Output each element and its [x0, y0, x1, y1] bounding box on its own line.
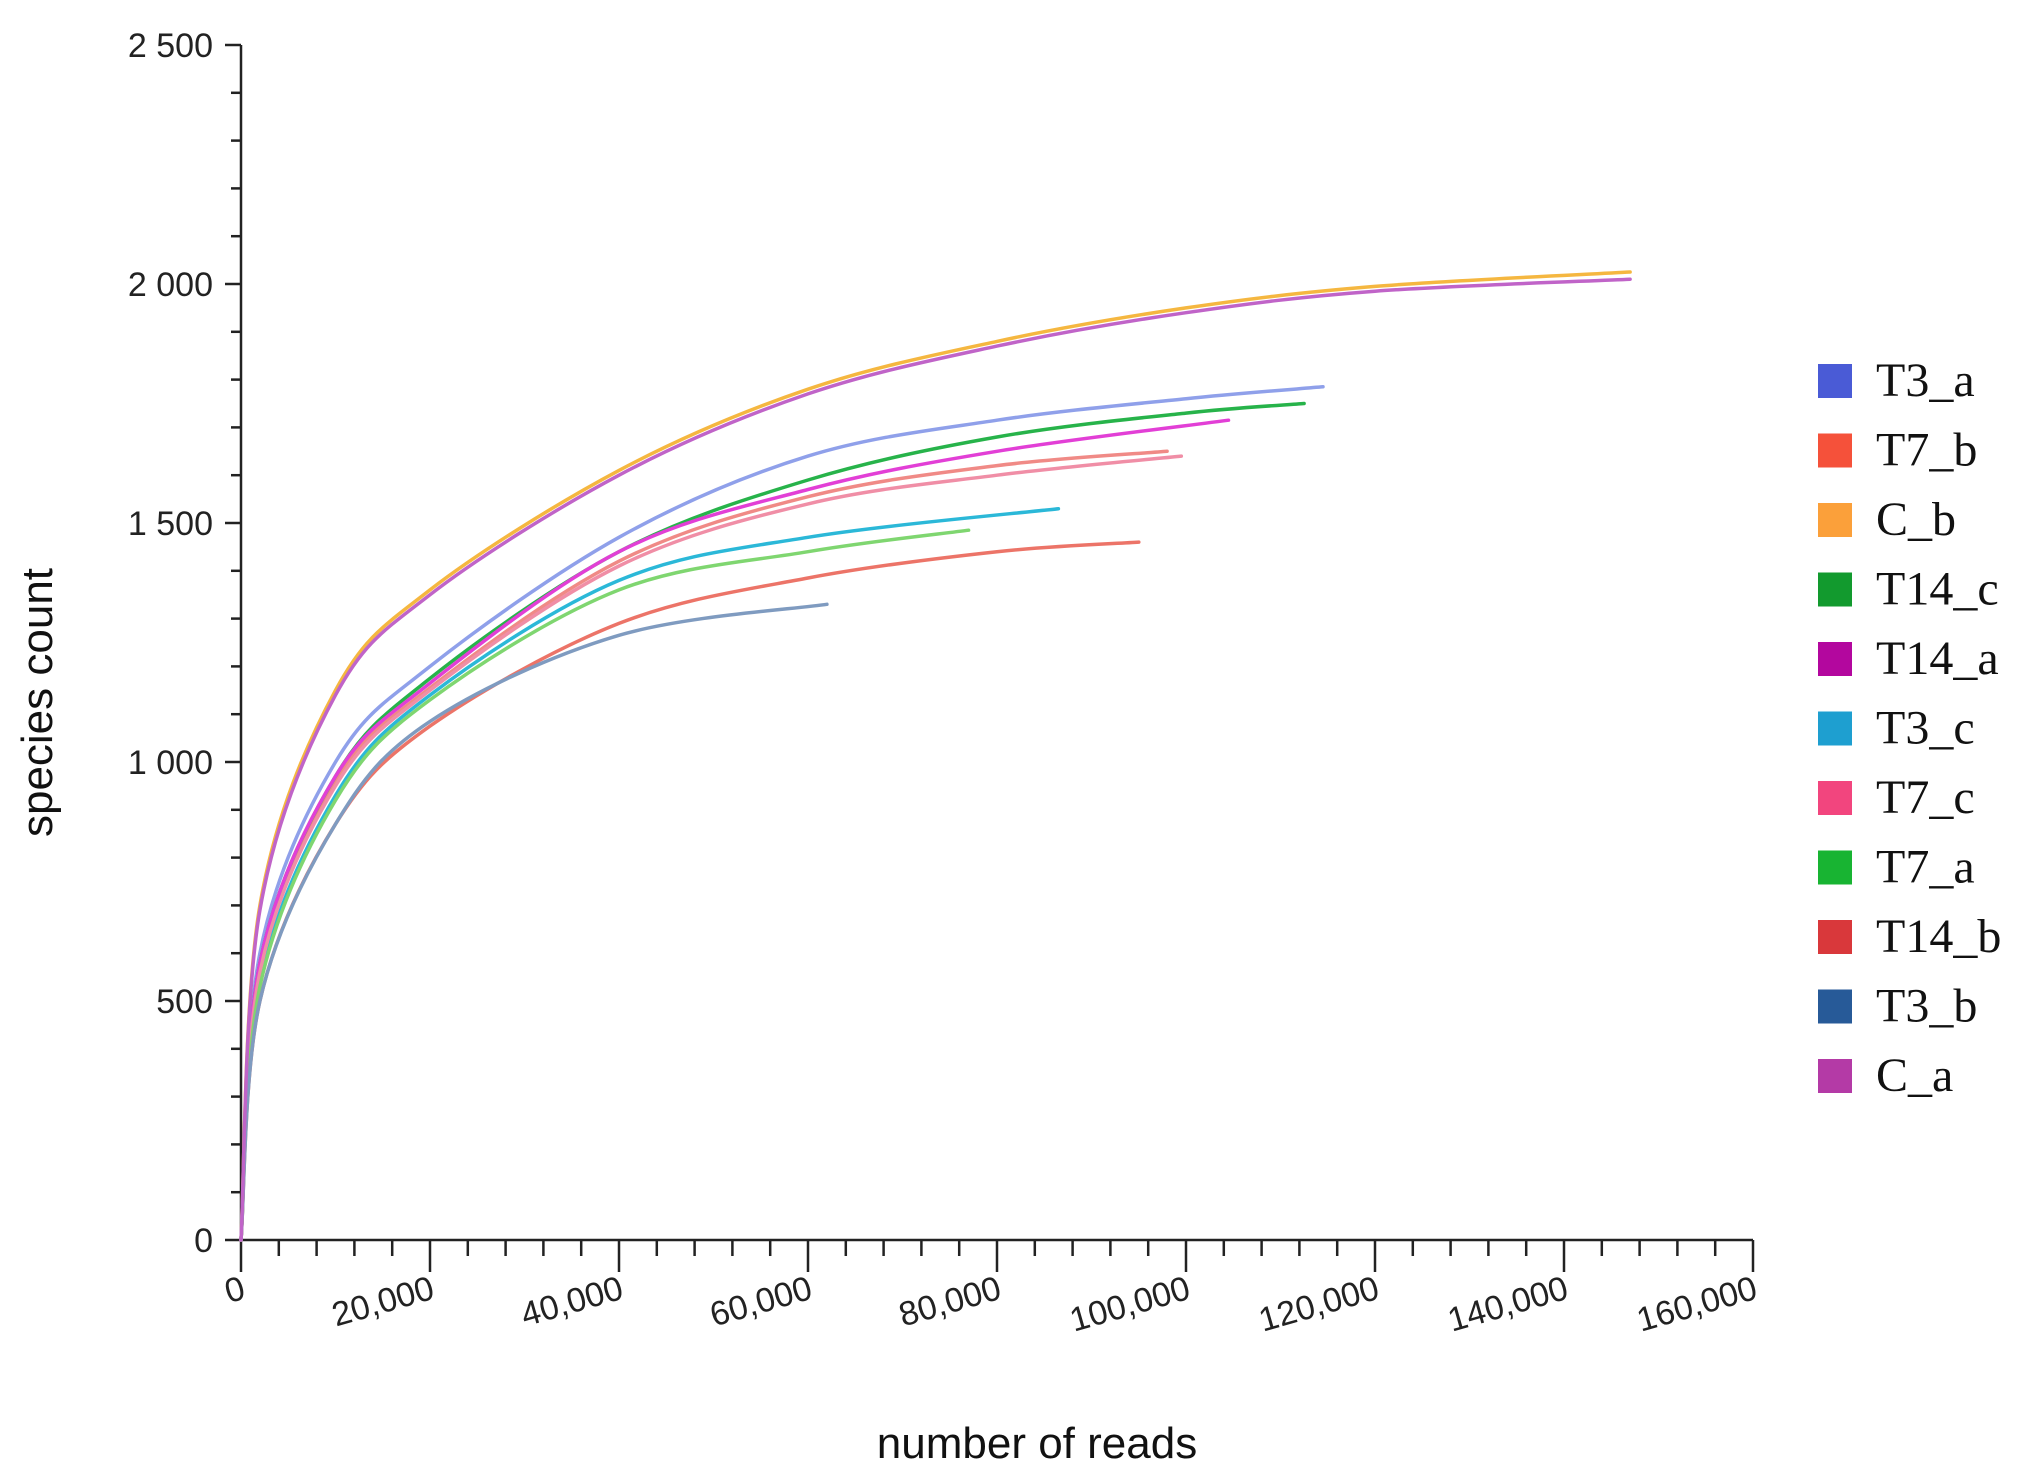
legend-label: T7_b — [1876, 424, 1977, 477]
series-line-t7-a — [239, 528, 971, 1242]
axes: 0 500 1 000 1 500 2 000 2 500 0 20,000 40,000 60,… — [128, 27, 1761, 1340]
x-tick-label: 100,000 — [1066, 1269, 1195, 1339]
legend-label: C_b — [1876, 493, 1956, 546]
legend-swatch — [1818, 1059, 1852, 1093]
legend-label: T3_b — [1876, 980, 1977, 1033]
legend-label: T3_c — [1876, 702, 1975, 755]
series-line-t14-b — [239, 540, 1141, 1242]
series-line-t3-b — [239, 602, 829, 1242]
x-tick-label: 140,000 — [1444, 1269, 1573, 1339]
series-line-t3-a — [239, 385, 1325, 1242]
y-tick-label: 0 — [194, 1222, 213, 1260]
x-tick-label: 80,000 — [895, 1269, 1005, 1334]
series-line-c-b — [239, 270, 1632, 1242]
x-tick-label: 40,000 — [517, 1269, 627, 1334]
x-tick-label: 60,000 — [706, 1269, 816, 1334]
legend-label: T3_a — [1876, 354, 1975, 407]
legend-label: T7_a — [1876, 841, 1975, 894]
y-axis-title: species count — [13, 568, 62, 837]
y-tick-label: 1 500 — [128, 505, 213, 543]
x-tick-label: 120,000 — [1255, 1269, 1384, 1339]
legend-label: T7_c — [1876, 771, 1975, 824]
legend-swatch — [1818, 850, 1852, 885]
y-tick-label: 2 000 — [128, 266, 213, 304]
legend-label: T14_b — [1876, 910, 2001, 963]
x-tick-label: 0 — [221, 1269, 250, 1311]
legend-swatch — [1818, 989, 1852, 1024]
legend-label: C_a — [1876, 1049, 1953, 1102]
series-line-t7-b — [239, 449, 1169, 1242]
y-tick-label: 1 000 — [128, 744, 213, 782]
legend-swatch — [1818, 364, 1852, 398]
y-tick-label: 2 500 — [128, 27, 213, 65]
legend: T3_a T7_b C_b T14_c T14_a T3_c T7_c T7_a T14_b T3… — [1818, 354, 2001, 1102]
legend-swatch — [1818, 642, 1852, 676]
legend-swatch — [1818, 433, 1852, 468]
legend-label: T14_a — [1876, 632, 1999, 685]
series-line-c-a — [239, 277, 1632, 1242]
series-line-t14-a — [239, 418, 1231, 1242]
x-axis-title: number of reads — [877, 1419, 1197, 1468]
x-tick-label: 160,000 — [1633, 1269, 1762, 1339]
series-line-t14-c — [239, 401, 1306, 1242]
series-line-t7-c — [239, 454, 1184, 1242]
series-line-t3-c — [239, 506, 1061, 1242]
legend-swatch — [1818, 711, 1852, 746]
legend-swatch — [1818, 572, 1852, 607]
legend-swatch — [1818, 920, 1852, 954]
x-tick-label: 20,000 — [328, 1269, 438, 1334]
series-layer — [239, 270, 1632, 1242]
legend-label: T14_c — [1876, 563, 1999, 616]
legend-swatch — [1818, 781, 1852, 815]
legend-swatch — [1818, 503, 1852, 537]
y-tick-label: 500 — [156, 983, 213, 1021]
